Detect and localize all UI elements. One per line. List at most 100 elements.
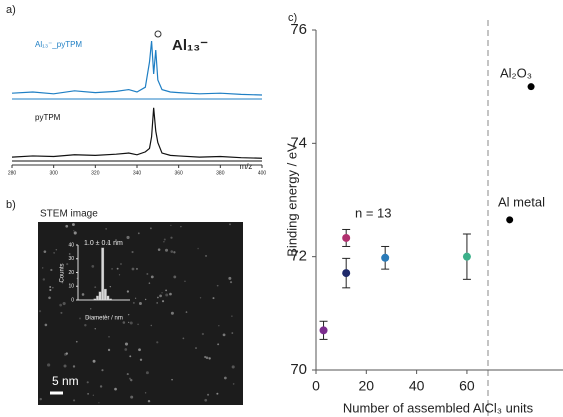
particle (157, 248, 161, 251)
particle (50, 268, 53, 272)
particle (182, 337, 185, 340)
legend-label: Al₁₃⁻_pyTPM (35, 40, 82, 49)
size-annotation: 1.0 ± 0.1 nm (84, 240, 123, 247)
particle (204, 398, 208, 402)
x-tick-label: 300 (49, 170, 58, 176)
particle (130, 395, 134, 399)
point (462, 252, 471, 261)
particle (156, 341, 159, 344)
legend-label: pyTPM (35, 113, 61, 122)
particle (170, 236, 173, 239)
particle (129, 355, 132, 358)
hist-bar (96, 295, 99, 301)
particle (138, 301, 142, 305)
y-tick-label: 20 (68, 270, 74, 276)
particle (208, 357, 211, 360)
y-tick-label: 30 (68, 256, 74, 262)
particle (165, 289, 167, 292)
particle (48, 296, 51, 300)
y-tick-label: 10 (68, 284, 74, 290)
y-axis-label: Binding energy / eV (284, 143, 299, 257)
particle (101, 369, 104, 372)
particle (185, 311, 188, 313)
particle (54, 381, 57, 383)
particle (232, 383, 235, 385)
particle (128, 377, 132, 380)
particle (146, 272, 149, 275)
particle (138, 348, 141, 352)
inset-y-label: Counts (60, 263, 66, 282)
particle (229, 281, 233, 284)
particle (130, 378, 133, 382)
particle (126, 373, 129, 376)
panel-label: b) (6, 199, 16, 211)
particle (131, 250, 134, 254)
peak-label: Al₁₃⁻ (172, 37, 208, 54)
spectrum (11, 40, 263, 96)
particle (84, 324, 87, 327)
particle (68, 253, 71, 255)
reference-point (506, 216, 514, 224)
particle (224, 376, 227, 380)
particle (128, 321, 130, 323)
particle (53, 252, 55, 254)
particle (205, 254, 207, 257)
hist-bar (101, 247, 105, 301)
particle (55, 249, 58, 251)
x-axis-label: m/z (240, 162, 253, 171)
particle (116, 267, 119, 270)
particle (71, 223, 75, 226)
particle (169, 292, 172, 296)
particle (49, 288, 52, 292)
y-tick-label: 74 (290, 134, 307, 151)
particle (98, 402, 100, 404)
particle (207, 393, 210, 396)
particle (62, 301, 66, 306)
hist-bar (103, 288, 107, 301)
particle (39, 397, 42, 401)
x-tick-label: 360 (174, 170, 183, 176)
particle (231, 315, 233, 317)
y-tick-label: 72 (290, 248, 307, 265)
x-tick-label: 0 (312, 378, 320, 394)
particle (87, 392, 89, 395)
particle (43, 250, 47, 253)
y-tick-label: 40 (68, 242, 74, 248)
particle (159, 294, 162, 298)
x-axis-label: Number of assembled AlCl₃ units (343, 400, 534, 415)
x-tick-label: 380 (216, 170, 225, 176)
particle (119, 262, 122, 265)
particle (170, 311, 174, 315)
particle (73, 399, 76, 402)
particle (108, 336, 110, 338)
particle (105, 228, 107, 230)
particle (124, 342, 129, 346)
peak-marker (154, 30, 162, 38)
particle (126, 235, 130, 240)
particle (184, 280, 186, 282)
particle (216, 392, 219, 395)
particle (60, 311, 63, 314)
particle (161, 300, 165, 303)
spectrum (11, 107, 263, 159)
particle (41, 267, 44, 269)
x-tick-label: 40 (409, 378, 425, 394)
particle (150, 275, 154, 279)
particle (145, 371, 149, 375)
particle (222, 333, 226, 337)
particle (42, 278, 46, 281)
particle (79, 317, 81, 320)
particle (231, 365, 235, 369)
particle (75, 340, 78, 343)
particle (104, 314, 107, 317)
particle (170, 250, 174, 253)
hist-bar (106, 295, 110, 301)
particle (49, 286, 52, 288)
particle (195, 347, 197, 349)
particle (148, 282, 151, 284)
particle (81, 293, 85, 296)
particle (165, 293, 169, 297)
x-tick-label: 280 (8, 170, 17, 176)
point (319, 326, 328, 335)
